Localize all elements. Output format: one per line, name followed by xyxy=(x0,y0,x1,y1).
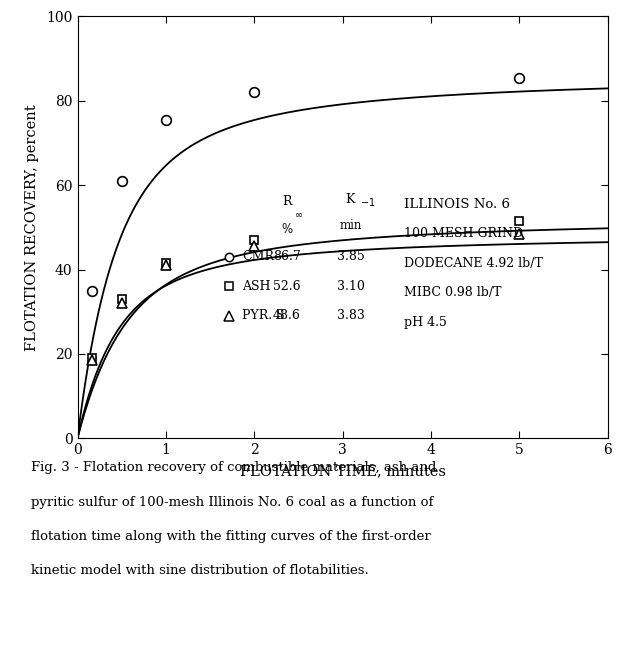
Text: CMR: CMR xyxy=(242,250,274,264)
Text: R: R xyxy=(282,195,291,208)
X-axis label: FLOTATION TIME, minutes: FLOTATION TIME, minutes xyxy=(239,464,446,478)
Text: PYR. S: PYR. S xyxy=(242,310,285,322)
Text: min: min xyxy=(339,219,361,232)
Text: 3.85: 3.85 xyxy=(337,250,365,264)
Text: 3.83: 3.83 xyxy=(337,310,365,322)
Text: kinetic model with sine distribution of flotabilities.: kinetic model with sine distribution of … xyxy=(31,564,369,577)
Text: K: K xyxy=(346,193,355,206)
Text: %: % xyxy=(281,223,293,236)
Y-axis label: FLOTATION RECOVERY, percent: FLOTATION RECOVERY, percent xyxy=(25,104,39,351)
Text: 48.6: 48.6 xyxy=(273,310,301,322)
Text: flotation time along with the fitting curves of the first-order: flotation time along with the fitting cu… xyxy=(31,530,431,543)
Text: 52.6: 52.6 xyxy=(273,280,301,293)
Text: pH 4.5: pH 4.5 xyxy=(404,316,446,329)
Text: MIBC 0.98 lb/T: MIBC 0.98 lb/T xyxy=(404,286,501,299)
Text: $-1$: $-1$ xyxy=(360,196,376,208)
Text: ILLINOIS No. 6: ILLINOIS No. 6 xyxy=(404,198,510,211)
Text: ASH: ASH xyxy=(242,280,270,293)
Text: DODECANE 4.92 lb/T: DODECANE 4.92 lb/T xyxy=(404,257,542,270)
Text: 3.10: 3.10 xyxy=(337,280,365,293)
Text: 100 MESH GRIND: 100 MESH GRIND xyxy=(404,227,523,240)
Text: $\infty$: $\infty$ xyxy=(294,210,303,219)
Text: Fig. 3 - Flotation recovery of combustible materials, ash and: Fig. 3 - Flotation recovery of combustib… xyxy=(31,461,436,474)
Text: 86.7: 86.7 xyxy=(273,250,301,264)
Text: pyritic sulfur of 100-mesh Illinois No. 6 coal as a function of: pyritic sulfur of 100-mesh Illinois No. … xyxy=(31,496,433,509)
